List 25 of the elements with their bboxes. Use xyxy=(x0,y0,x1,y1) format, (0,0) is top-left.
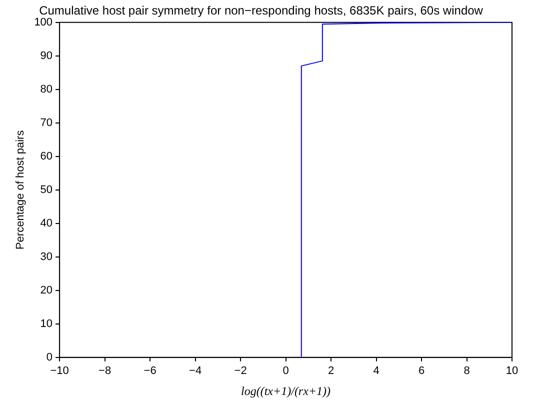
y-tick-label: 20 xyxy=(40,284,53,296)
x-tick-label: 4 xyxy=(373,365,380,378)
x-axis-title: log((tx+1)/(rx+1)) xyxy=(241,384,331,398)
y-axis-title: Percentage of host pairs xyxy=(14,130,27,250)
y-tick-label: 90 xyxy=(40,50,53,62)
x-tick-label: 8 xyxy=(464,365,470,378)
y-tick-label: 40 xyxy=(40,217,53,230)
x-tick-label: 6 xyxy=(418,365,425,378)
y-tick-label: 0 xyxy=(46,351,53,364)
y-tick-label: 70 xyxy=(40,116,53,129)
y-tick-label: 50 xyxy=(40,184,53,196)
x-tick-label: 2 xyxy=(328,365,334,378)
y-tick-label: 80 xyxy=(40,83,53,96)
y-tick-label: 100 xyxy=(34,16,53,28)
chart-title: Cumulative host pair symmetry for non−responding hosts, 6835K pairs, 60s window xyxy=(39,4,484,18)
x-tick-label: −2 xyxy=(234,365,247,378)
x-tick-label: −8 xyxy=(98,365,112,378)
x-tick-label: −6 xyxy=(144,365,156,378)
x-tick-label: 0 xyxy=(282,365,289,378)
x-tick-label: −4 xyxy=(189,365,202,378)
y-tick-label: 10 xyxy=(40,318,53,330)
y-tick-label: 60 xyxy=(40,150,53,162)
y-tick-label: 30 xyxy=(40,250,53,263)
x-tick-label: −10 xyxy=(50,365,69,378)
x-tick-label: 10 xyxy=(506,365,518,378)
